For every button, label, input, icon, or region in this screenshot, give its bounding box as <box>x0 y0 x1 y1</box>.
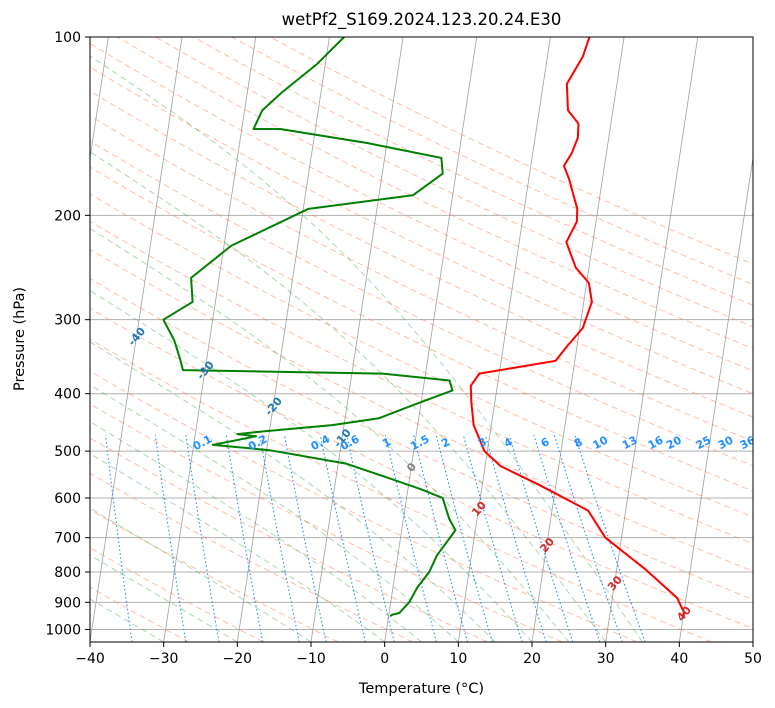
dry-adiabat-line <box>193 37 753 306</box>
mixing-ratio-label: 36 <box>738 433 758 452</box>
x-tick-label: 10 <box>449 651 467 667</box>
y-tick-label: 100 <box>54 30 81 46</box>
y-tick-label: 900 <box>54 595 81 611</box>
y-tick-label: 1000 <box>45 622 81 638</box>
isotherm-line <box>90 37 109 161</box>
mixing-ratio-line <box>105 435 133 642</box>
mixing-ratio-line <box>259 435 300 642</box>
y-axis-label: Pressure (hPa) <box>12 287 28 391</box>
dry-adiabat-line <box>90 220 753 545</box>
x-axis-ticks: −40 −30 −20 −10 0 10 20 30 40 50 <box>75 642 762 667</box>
moist-adiabat-line <box>90 227 570 642</box>
moist-adiabat-line <box>90 55 643 642</box>
y-tick-label: 500 <box>54 444 81 460</box>
mixing-ratio-line <box>413 435 469 642</box>
temperature-profile-line <box>469 37 685 617</box>
y-tick-label: 200 <box>54 208 81 224</box>
dry-adiabat-line <box>90 193 753 518</box>
mixing-ratio-label: 16 <box>646 433 666 452</box>
moist-adiabat-line <box>90 151 607 642</box>
y-tick-label: 800 <box>54 565 81 581</box>
isotherms <box>90 37 753 642</box>
dry-adiabat-line <box>90 166 753 492</box>
dry-adiabat-line <box>90 42 753 372</box>
moist-adiabat-line <box>90 421 422 642</box>
mixing-ratio-label: 30 <box>716 433 736 452</box>
x-tick-label: 50 <box>744 651 762 667</box>
mixing-ratio-line <box>185 435 220 642</box>
dry-adiabat-line <box>90 115 753 442</box>
dewpoint-profile-line <box>162 37 457 617</box>
isotherm-line <box>163 37 257 642</box>
mixing-ratio-line <box>574 435 646 642</box>
dry-adiabat-line <box>90 370 638 642</box>
isotherm-line <box>605 37 699 642</box>
y-axis-ticks: 100 200 300 400 500 600 700 800 900 1000 <box>45 30 90 638</box>
y-tick-label: 300 <box>54 313 81 329</box>
x-axis-label: Temperature (°C) <box>358 681 484 697</box>
mixing-ratio-lines <box>105 435 646 642</box>
y-tick-label: 700 <box>54 531 81 547</box>
x-tick-label: 30 <box>597 651 615 667</box>
isotherm-line <box>678 155 753 642</box>
x-tick-label: 40 <box>670 651 688 667</box>
moist-adiabat-line <box>90 598 164 642</box>
dry-adiabat-line <box>90 509 339 642</box>
mixing-ratio-line <box>225 435 264 642</box>
x-tick-label: −40 <box>75 651 105 667</box>
isotherm-line <box>531 37 625 642</box>
mixing-ratio-line <box>462 435 523 642</box>
isotherm-line <box>310 37 404 642</box>
mixing-ratio-line <box>319 435 366 642</box>
moist-adiabat-line <box>90 453 385 642</box>
dry-adiabat-line <box>90 277 753 601</box>
dry-adiabat-line <box>90 547 264 642</box>
mixing-ratio-line <box>283 435 327 642</box>
x-tick-label: −20 <box>223 651 253 667</box>
mixing-ratio-line <box>435 435 493 642</box>
mixing-ratio-label: 20 <box>664 433 684 452</box>
mixing-ratio-label: 13 <box>620 433 640 452</box>
y-tick-label: 400 <box>54 387 81 403</box>
dry-adiabat-line <box>90 140 753 467</box>
y-tick-label: 600 <box>54 491 81 507</box>
mixing-ratio-label: 25 <box>694 433 714 452</box>
dry-adiabat-line <box>90 307 753 630</box>
dry-adiabat-line <box>90 403 563 642</box>
chart-title: wetPf2_S169.2024.123.20.24.E30 <box>282 10 562 30</box>
x-tick-label: 20 <box>523 651 541 667</box>
isotherm-line <box>384 37 478 642</box>
dry-adiabat-line <box>90 66 753 395</box>
profile-series <box>162 37 685 617</box>
moist-adiabat-line <box>90 341 496 642</box>
x-tick-label: −30 <box>149 651 179 667</box>
moist-adiabat-line <box>90 554 238 642</box>
isotherm-line <box>236 37 330 642</box>
moist-adiabat-line <box>90 290 533 642</box>
x-tick-label: 0 <box>380 651 389 667</box>
x-tick-label: −10 <box>296 651 326 667</box>
plot-frame <box>89 36 754 643</box>
isotherm-line <box>90 37 183 642</box>
mixing-ratio-line <box>154 435 187 642</box>
mixing-ratio-label: 10 <box>591 433 611 452</box>
isotherm-line <box>457 37 551 642</box>
